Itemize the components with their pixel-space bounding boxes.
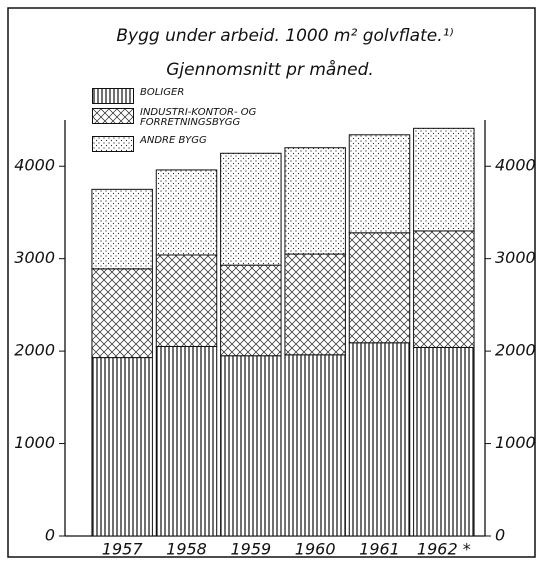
- chart-title: Bygg under arbeid. 1000 m² golvflate.¹⁾: [116, 26, 453, 46]
- bar-segment: [348, 232, 411, 344]
- legend-swatch: [92, 108, 134, 124]
- legend-label: BOLIGER: [140, 87, 185, 98]
- bar-segment: [91, 188, 153, 270]
- frame: [7, 7, 536, 558]
- x-tick-label: 1961: [359, 540, 400, 559]
- bar-segment: [284, 147, 346, 255]
- y-tick-label: 2000: [14, 341, 55, 360]
- bar-segment: [284, 354, 346, 537]
- bar-segment: [91, 268, 153, 359]
- chart-subtitle: Gjennomsnitt pr måned.: [166, 59, 374, 80]
- bar-segment: [220, 264, 282, 357]
- bar-segment: [348, 342, 411, 537]
- bar-segment: [155, 345, 218, 537]
- legend-label: ANDRE BYGG: [140, 135, 207, 146]
- x-tick-label: 1960: [295, 540, 336, 559]
- legend-swatch: [92, 88, 134, 104]
- bar-segment: [284, 253, 346, 356]
- y-tick-label-right: 4000: [495, 156, 536, 175]
- bar-segment: [220, 355, 282, 537]
- legend-item: ANDRE BYGG: [92, 135, 270, 152]
- y-tick-label-right: 2000: [495, 341, 536, 360]
- y-tick-label: 1000: [14, 433, 55, 452]
- bar-segment: [413, 230, 475, 348]
- y-tick-label: 3000: [14, 248, 55, 267]
- x-tick-label: 1957: [102, 540, 144, 559]
- bar-segment: [155, 169, 218, 256]
- y-tick-label-right: 3000: [495, 248, 536, 267]
- y-tick-label: 0: [45, 526, 55, 545]
- y-tick-label-right: 0: [495, 526, 505, 545]
- legend-swatch: [92, 136, 134, 152]
- legend-label: INDUSTRI-KONTOR- OG FORRETNINGSBYGG: [140, 107, 257, 128]
- bar-segment: [91, 357, 153, 537]
- bar-segment: [155, 254, 218, 347]
- bar-segment: [413, 127, 475, 232]
- bar-segment: [348, 134, 411, 234]
- legend-item: INDUSTRI-KONTOR- OG FORRETNINGSBYGG: [92, 108, 270, 128]
- x-tick-label: 1962 *: [417, 540, 471, 559]
- y-tick-label-right: 1000: [495, 433, 536, 452]
- y-tick-label: 4000: [14, 156, 55, 175]
- bar-segment: [220, 152, 282, 266]
- x-tick-label: 1959: [230, 540, 271, 559]
- legend-item: BOLIGER: [92, 87, 270, 104]
- bar-segment: [413, 346, 475, 537]
- x-tick-label: 1958: [166, 540, 207, 559]
